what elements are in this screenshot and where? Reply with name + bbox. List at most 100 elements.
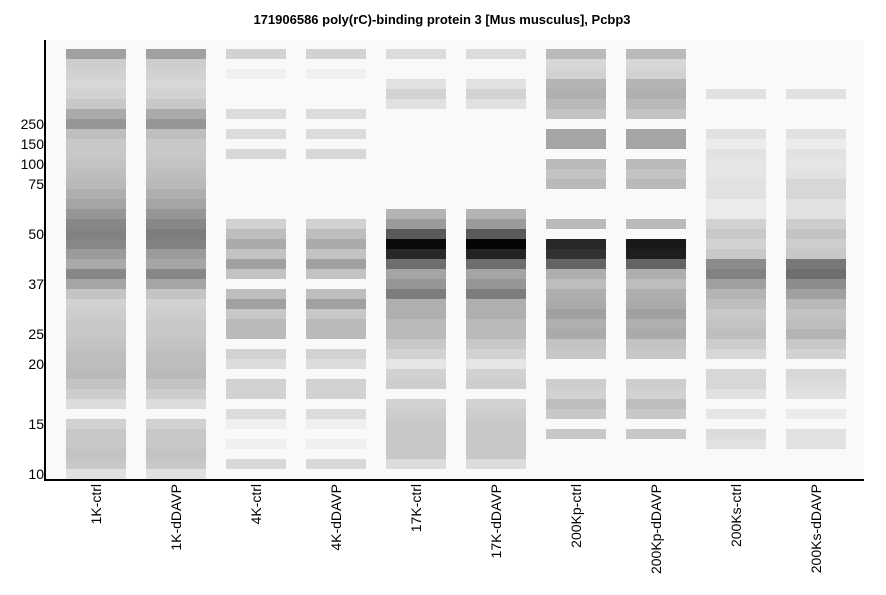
band-cell	[626, 49, 686, 59]
band-cell	[226, 329, 286, 339]
band-cell	[546, 239, 606, 249]
band-cell	[786, 319, 846, 329]
band-cell	[66, 109, 126, 119]
band-cell	[626, 299, 686, 309]
band-cell	[146, 309, 206, 319]
band-cell	[66, 219, 126, 229]
lane-label: 4K-dDAVP	[328, 484, 344, 551]
y-tick-label: 10	[28, 466, 44, 482]
band-cell	[146, 199, 206, 209]
band-cell	[466, 259, 526, 269]
band-cell	[66, 459, 126, 469]
band-cell	[466, 289, 526, 299]
band-cell	[146, 209, 206, 219]
chart-title: 171906586 poly(rC)-binding protein 3 [Mu…	[253, 12, 630, 27]
band-cell	[386, 79, 446, 89]
band-cell	[66, 349, 126, 359]
band-cell	[546, 339, 606, 349]
band-cell	[546, 219, 606, 229]
band-cell	[546, 259, 606, 269]
band-cell	[226, 269, 286, 279]
band-cell	[466, 229, 526, 239]
band-cell	[66, 449, 126, 459]
band-cell	[226, 409, 286, 419]
band-cell	[626, 139, 686, 149]
band-cell	[546, 99, 606, 109]
band-cell	[546, 169, 606, 179]
lane-label: 200Ks-dDAVP	[808, 484, 824, 573]
band-cell	[706, 319, 766, 329]
lane-label: 17K-ctrl	[408, 484, 424, 532]
band-cell	[706, 339, 766, 349]
band-cell	[466, 369, 526, 379]
band-cell	[546, 289, 606, 299]
band-cell	[66, 369, 126, 379]
band-cell	[306, 439, 366, 449]
band-cell	[546, 319, 606, 329]
band-cell	[626, 279, 686, 289]
y-tick-label: 50	[28, 226, 44, 242]
band-cell	[146, 189, 206, 199]
band-cell	[786, 289, 846, 299]
band-cell	[146, 169, 206, 179]
band-cell	[786, 219, 846, 229]
band-cell	[546, 429, 606, 439]
band-cell	[146, 299, 206, 309]
band-cell	[386, 349, 446, 359]
band-cell	[386, 239, 446, 249]
band-cell	[626, 309, 686, 319]
band-cell	[386, 219, 446, 229]
band-cell	[66, 179, 126, 189]
band-cell	[66, 429, 126, 439]
band-cell	[626, 69, 686, 79]
band-cell	[146, 109, 206, 119]
band-cell	[546, 269, 606, 279]
band-cell	[226, 459, 286, 469]
band-cell	[626, 159, 686, 169]
band-cell	[546, 159, 606, 169]
band-cell	[786, 189, 846, 199]
band-cell	[386, 379, 446, 389]
band-cell	[146, 259, 206, 269]
band-cell	[66, 279, 126, 289]
band-cell	[546, 249, 606, 259]
band-cell	[706, 289, 766, 299]
band-cell	[146, 99, 206, 109]
band-cell	[146, 59, 206, 69]
band-cell	[306, 259, 366, 269]
band-cell	[226, 249, 286, 259]
y-tick-label: 250	[21, 116, 45, 132]
band-cell	[146, 339, 206, 349]
band-cell	[66, 259, 126, 269]
band-cell	[706, 409, 766, 419]
band-cell	[546, 69, 606, 79]
band-cell	[786, 149, 846, 159]
band-cell	[306, 289, 366, 299]
band-cell	[386, 449, 446, 459]
band-cell	[146, 219, 206, 229]
band-cell	[786, 379, 846, 389]
y-tick-label: 150	[21, 136, 45, 152]
band-cell	[66, 399, 126, 409]
band-cell	[146, 279, 206, 289]
band-cell	[386, 249, 446, 259]
band-cell	[146, 459, 206, 469]
band-cell	[386, 409, 446, 419]
band-cell	[66, 169, 126, 179]
band-cell	[146, 329, 206, 339]
band-cell	[226, 419, 286, 429]
lane-label: 1K-dDAVP	[168, 484, 184, 551]
band-cell	[306, 359, 366, 369]
band-cell	[306, 379, 366, 389]
band-cell	[706, 299, 766, 309]
band-cell	[306, 349, 366, 359]
band-cell	[146, 349, 206, 359]
band-cell	[546, 379, 606, 389]
band-cell	[66, 439, 126, 449]
band-cell	[626, 219, 686, 229]
band-cell	[786, 199, 846, 209]
band-cell	[626, 269, 686, 279]
band-cell	[306, 129, 366, 139]
band-cell	[146, 319, 206, 329]
band-cell	[66, 119, 126, 129]
